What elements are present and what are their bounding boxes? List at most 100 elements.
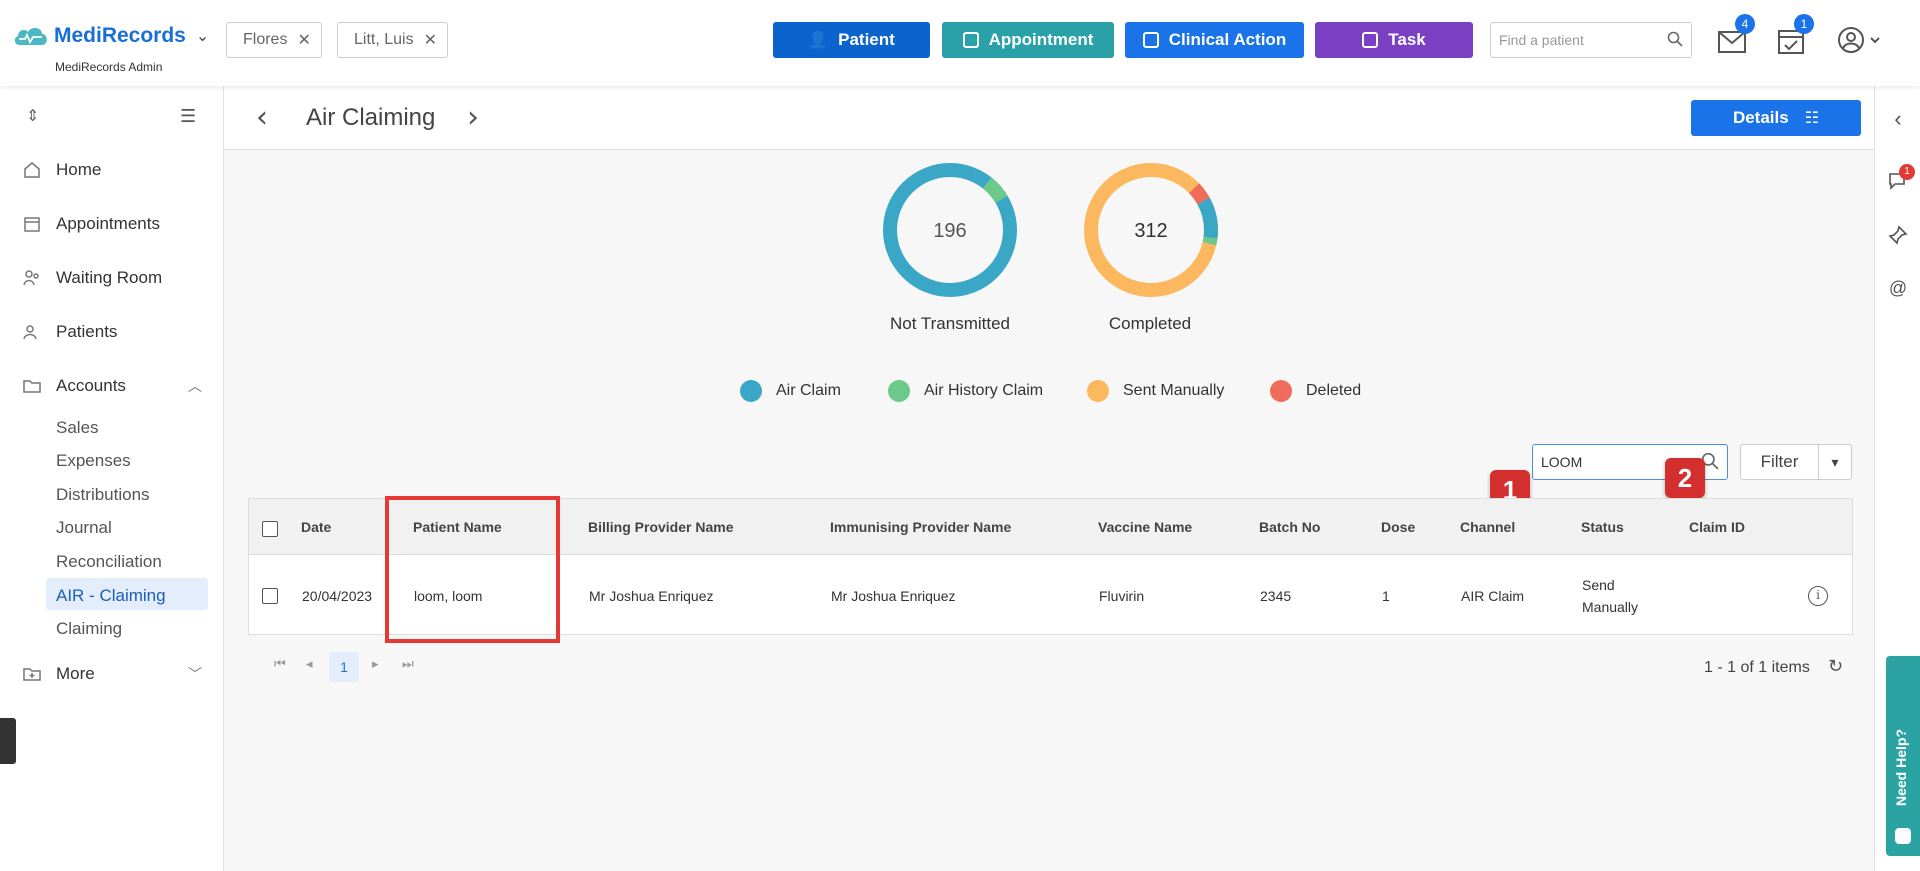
row-checkbox[interactable] — [262, 588, 278, 604]
back-arrow-icon[interactable]: ‹ — [256, 100, 268, 135]
col-patient-name[interactable]: Patient Name — [413, 519, 502, 535]
clipboard-icon — [1362, 32, 1379, 48]
col-status[interactable]: Status — [1581, 519, 1624, 535]
user-avatar-icon — [1838, 27, 1880, 53]
patient-name-highlight-box — [385, 496, 560, 643]
search-icon[interactable] — [1667, 31, 1683, 50]
need-help-tab[interactable]: Need Help? — [1886, 656, 1920, 856]
refresh-icon[interactable]: ↻ — [1828, 656, 1844, 676]
col-billing-provider[interactable]: Billing Provider Name — [588, 519, 734, 535]
sidebar-item-journal[interactable]: Journal — [56, 518, 112, 537]
folder-plus-icon — [23, 668, 41, 681]
legend-label: Sent Manually — [1123, 382, 1225, 399]
select-all-checkbox[interactable] — [262, 521, 278, 537]
new-appointment-button[interactable]: Appointment — [942, 22, 1114, 58]
sidebar-toggle-icon[interactable]: ☰ — [180, 106, 197, 126]
cell-vaccine-name: Fluvirin — [1099, 588, 1145, 604]
mail-icon[interactable]: 4 — [1717, 14, 1755, 56]
col-batch-no[interactable]: Batch No — [1259, 519, 1321, 535]
col-claim-id[interactable]: Claim ID — [1689, 519, 1746, 535]
col-date[interactable]: Date — [301, 519, 332, 535]
chevron-up-icon[interactable]: ︿ — [188, 378, 202, 394]
sidebar-item-patients[interactable]: Patients — [22, 322, 117, 342]
patient-tab-label: Litt, Luis — [354, 31, 414, 48]
mention-icon[interactable]: @ — [1888, 278, 1908, 298]
filter-button[interactable]: Filter ▾ — [1740, 444, 1852, 480]
legend-air-claim: Air Claim — [740, 380, 841, 402]
collapse-arrows-icon[interactable]: ⇕ — [26, 108, 40, 125]
table-header-row: Date Patient Name Billing Provider Name … — [249, 499, 1852, 555]
sidebar-item-sales[interactable]: Sales — [56, 418, 99, 437]
col-dose[interactable]: Dose — [1381, 519, 1416, 535]
details-button[interactable]: Details ☷ — [1691, 100, 1861, 136]
close-icon[interactable]: ✕ — [297, 32, 311, 49]
last-page-icon[interactable]: ⏭ — [402, 656, 414, 671]
sidebar-item-more[interactable]: More ﹀ — [22, 664, 202, 684]
pin-icon[interactable] — [1887, 224, 1909, 246]
col-vaccine-name[interactable]: Vaccine Name — [1098, 519, 1193, 535]
sidebar-item-home[interactable]: Home — [22, 160, 101, 180]
find-patient-placeholder: Find a patient — [1499, 32, 1584, 48]
forward-arrow-icon[interactable]: › — [467, 100, 479, 135]
sidebar-item-appointments[interactable]: Appointments — [22, 214, 160, 234]
chevron-down-icon[interactable]: ▾ — [1831, 453, 1839, 470]
brand-subtitle: MediRecords Admin — [55, 60, 163, 74]
new-task-label: Task — [1388, 30, 1426, 49]
new-patient-button[interactable]: 👤 Patient — [773, 22, 930, 58]
page-title: Air Claiming — [306, 104, 436, 131]
legend-dot — [1270, 380, 1292, 402]
new-task-button[interactable]: Task — [1315, 22, 1473, 58]
prev-page-icon[interactable]: ◂ — [306, 656, 313, 671]
floating-dock-handle[interactable] — [0, 718, 16, 764]
collapse-left-icon[interactable]: ‹ — [1894, 106, 1902, 131]
next-page-icon[interactable]: ▸ — [372, 656, 379, 671]
sidebar-item-claiming[interactable]: Claiming — [56, 619, 123, 638]
chat-bubble-icon — [1895, 828, 1911, 844]
chat-icon[interactable]: 1 — [1887, 164, 1915, 192]
filter-label: Filter — [1741, 445, 1819, 479]
page-number-current[interactable]: 1 — [329, 652, 359, 682]
info-icon[interactable]: i — [1808, 586, 1828, 606]
first-page-icon[interactable]: ⏮ — [274, 656, 286, 671]
page-header: ‹ Air Claiming › Details ☷ — [224, 86, 1874, 150]
completed-value: 312 — [1134, 220, 1167, 242]
sidebar-item-reconciliation[interactable]: Reconciliation — [56, 552, 162, 571]
cell-immunising-provider: Mr Joshua Enriquez — [831, 588, 956, 604]
brand-logo[interactable]: MediRecords ⌄ — [12, 24, 209, 48]
cell-date: 20/04/2023 — [302, 588, 373, 604]
user-account-menu[interactable] — [1837, 26, 1883, 56]
chevron-down-icon[interactable]: ﹀ — [188, 666, 202, 682]
panel-toggle-icon: ☷ — [1804, 110, 1820, 127]
medical-bag-icon — [1142, 32, 1159, 48]
calendar-icon — [24, 217, 40, 232]
calendar-check-icon[interactable]: 1 — [1776, 14, 1814, 56]
table-search-value: LOOM — [1541, 454, 1583, 470]
col-channel[interactable]: Channel — [1460, 519, 1516, 535]
brand-name: MediRecords — [54, 24, 186, 47]
sidebar-item-accounts[interactable]: Accounts ︿ — [22, 376, 202, 396]
close-icon[interactable]: ✕ — [423, 32, 437, 49]
annotation-marker-2: 2 — [1665, 458, 1705, 498]
legend-air-history-claim: Air History Claim — [888, 380, 1043, 402]
legend-label: Air History Claim — [924, 382, 1044, 399]
col-immunising-provider[interactable]: Immunising Provider Name — [830, 519, 1012, 535]
sidebar: ⇕ ☰ Home Appointments Waiting Room Patie… — [0, 86, 224, 871]
patients-icon — [23, 325, 37, 340]
home-icon — [24, 162, 40, 178]
items-count: 1 - 1 of 1 items — [1704, 659, 1810, 676]
claims-table: Date Patient Name Billing Provider Name … — [248, 498, 1853, 635]
sidebar-item-air-claiming[interactable]: AIR - Claiming — [56, 586, 166, 605]
legend-dot — [888, 380, 910, 402]
patient-tab-litt[interactable]: Litt, Luis ✕ — [337, 22, 448, 58]
chevron-down-icon[interactable]: ⌄ — [195, 28, 210, 45]
completed-donut: 312 — [1084, 163, 1218, 297]
clinical-action-button[interactable]: Clinical Action — [1125, 22, 1304, 58]
sidebar-item-distributions[interactable]: Distributions — [56, 485, 150, 504]
sidebar-item-waiting-room[interactable]: Waiting Room — [22, 268, 162, 288]
sidebar-item-expenses[interactable]: Expenses — [56, 451, 131, 470]
find-patient-input[interactable]: Find a patient — [1490, 22, 1692, 58]
patient-tab-flores[interactable]: Flores ✕ — [226, 22, 322, 58]
sidebar-item-label: Home — [56, 160, 102, 179]
chat-count-badge: 1 — [1899, 164, 1915, 180]
cell-patient-name[interactable]: loom, loom — [414, 588, 483, 604]
